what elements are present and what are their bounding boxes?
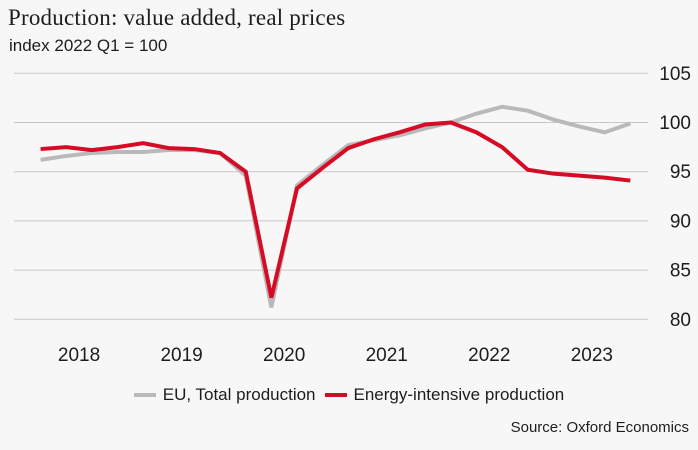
- x-tick-2019: 2019: [160, 345, 202, 366]
- y-tick-90: 90: [670, 211, 691, 232]
- legend-label-eu-total: EU, Total production: [162, 385, 316, 404]
- series-line-energy-intensive: [40, 120, 631, 299]
- y-tick-85: 85: [670, 261, 691, 282]
- legend-swatch-energy-intensive: [324, 393, 347, 397]
- y-axis-labels: 105 100 95 90 85 80: [659, 64, 691, 331]
- chart-subtitle: index 2022 Q1 = 100: [9, 36, 168, 55]
- x-axis-labels: 2018 2019 2020 2021 2022 2023: [58, 345, 613, 366]
- x-tick-2021: 2021: [366, 345, 408, 366]
- chart-title: Production: value added, real prices: [8, 5, 346, 30]
- legend-item-energy-intensive: Energy-intensive production: [324, 385, 565, 405]
- source-note: Source: Oxford Economics: [510, 419, 689, 436]
- legend-item-eu-total: EU, Total production: [133, 385, 316, 405]
- x-tick-2020: 2020: [263, 345, 305, 366]
- x-tick-2022: 2022: [468, 345, 510, 366]
- x-tick-2023: 2023: [571, 345, 613, 366]
- legend: EU, Total production Energy-intensive pr…: [0, 385, 698, 405]
- grid-lines: [14, 72, 648, 320]
- legend-swatch-eu-total: [133, 393, 156, 397]
- y-tick-105: 105: [659, 64, 691, 85]
- x-tick-2018: 2018: [58, 345, 100, 366]
- y-tick-80: 80: [670, 310, 691, 331]
- y-tick-95: 95: [670, 162, 691, 183]
- y-tick-100: 100: [659, 113, 691, 134]
- series-lines: [40, 104, 631, 308]
- legend-label-energy-intensive: Energy-intensive production: [353, 385, 565, 404]
- series-line-eu-total: [40, 104, 631, 308]
